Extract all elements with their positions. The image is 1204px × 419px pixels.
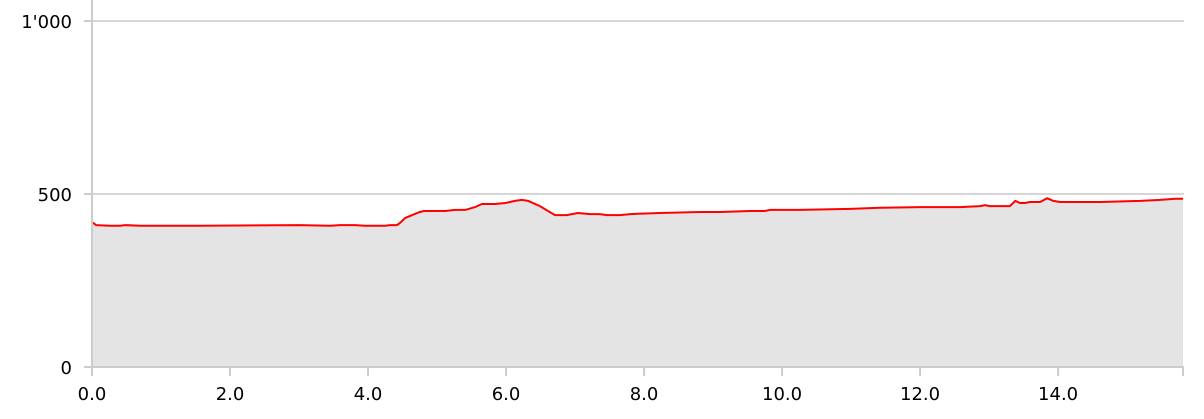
x-tick-label: 2.0 [216,384,245,405]
x-tick-label: 0.0 [78,384,107,405]
area-fill [92,198,1183,367]
x-tick-label: 6.0 [492,384,521,405]
y-axis-ticks: 0 500 1'000 [21,12,92,379]
x-tick-label: 4.0 [354,384,383,405]
grid-lines [92,20,1184,195]
y-tick-label: 0 [61,358,72,379]
x-tick-label: 12.0 [900,384,940,405]
x-tick-label: 8.0 [630,384,659,405]
x-axis-ticks: 0.0 2.0 4.0 6.0 8.0 10.0 12.0 14.0 [78,367,1184,405]
x-tick-label: 10.0 [762,384,802,405]
y-tick-label: 500 [38,185,72,206]
y-tick-label: 1'000 [21,12,72,33]
series-line [91,197,1183,227]
x-tick-label: 14.0 [1038,384,1078,405]
